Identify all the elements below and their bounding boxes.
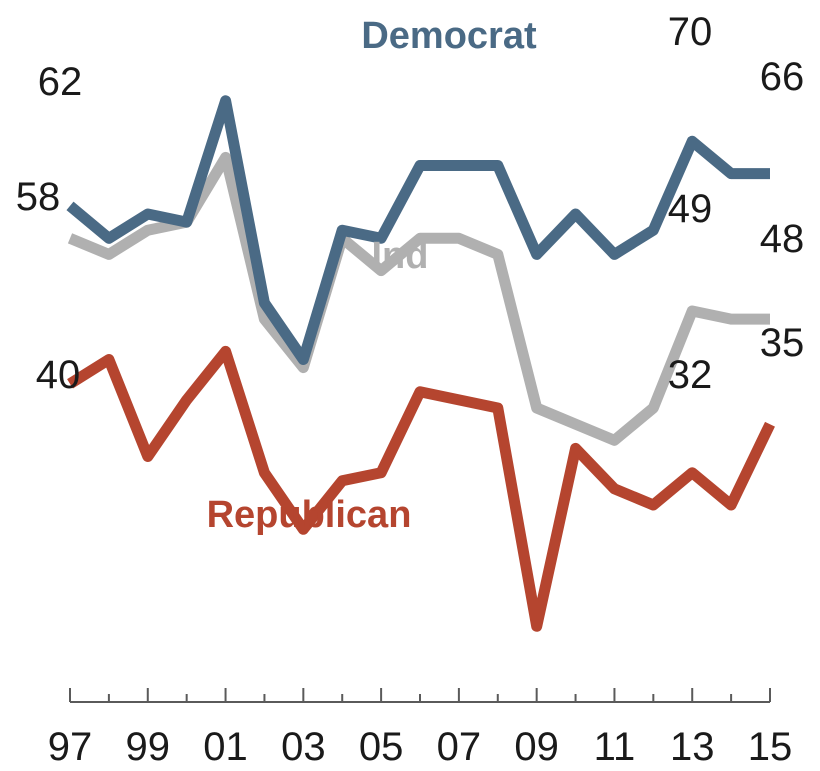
series-line-democrat — [66, 95, 770, 365]
x-tick-label: 01 — [203, 725, 248, 769]
x-tick-label: 13 — [670, 725, 715, 769]
data-label-republican-last: 35 — [760, 321, 805, 365]
x-axis-ticks: 97 99 01 03 05 07 09 11 13 15 — [48, 688, 793, 769]
data-label-republican-high: 32 — [668, 353, 713, 397]
data-label-democrat-first: 62 — [38, 60, 83, 104]
data-label-ind-first: 58 — [16, 175, 61, 219]
x-tick-label: 05 — [359, 725, 404, 769]
legend-label-democrat: Democrat — [361, 15, 537, 57]
legend-label-republican: Republican — [207, 494, 412, 536]
series-labels: Democrat Ind Republican 62 70 66 58 49 4… — [16, 10, 805, 536]
x-tick-label: 11 — [594, 725, 636, 769]
data-label-democrat-high: 70 — [668, 10, 713, 54]
x-tick-label: 15 — [748, 725, 793, 769]
legend-label-ind: Ind — [372, 235, 429, 277]
series-line-republican — [67, 345, 775, 632]
x-tick-label: 97 — [48, 725, 93, 769]
data-label-republican-first: 40 — [36, 353, 81, 397]
x-tick-label: 03 — [281, 725, 326, 769]
data-label-ind-high: 49 — [668, 187, 713, 231]
series-lines — [66, 95, 775, 632]
x-tick-label: 07 — [437, 725, 482, 769]
data-label-democrat-last: 66 — [760, 55, 805, 99]
x-tick-label: 99 — [126, 725, 171, 769]
x-tick-label: 09 — [514, 725, 559, 769]
data-label-ind-last: 48 — [760, 217, 805, 261]
